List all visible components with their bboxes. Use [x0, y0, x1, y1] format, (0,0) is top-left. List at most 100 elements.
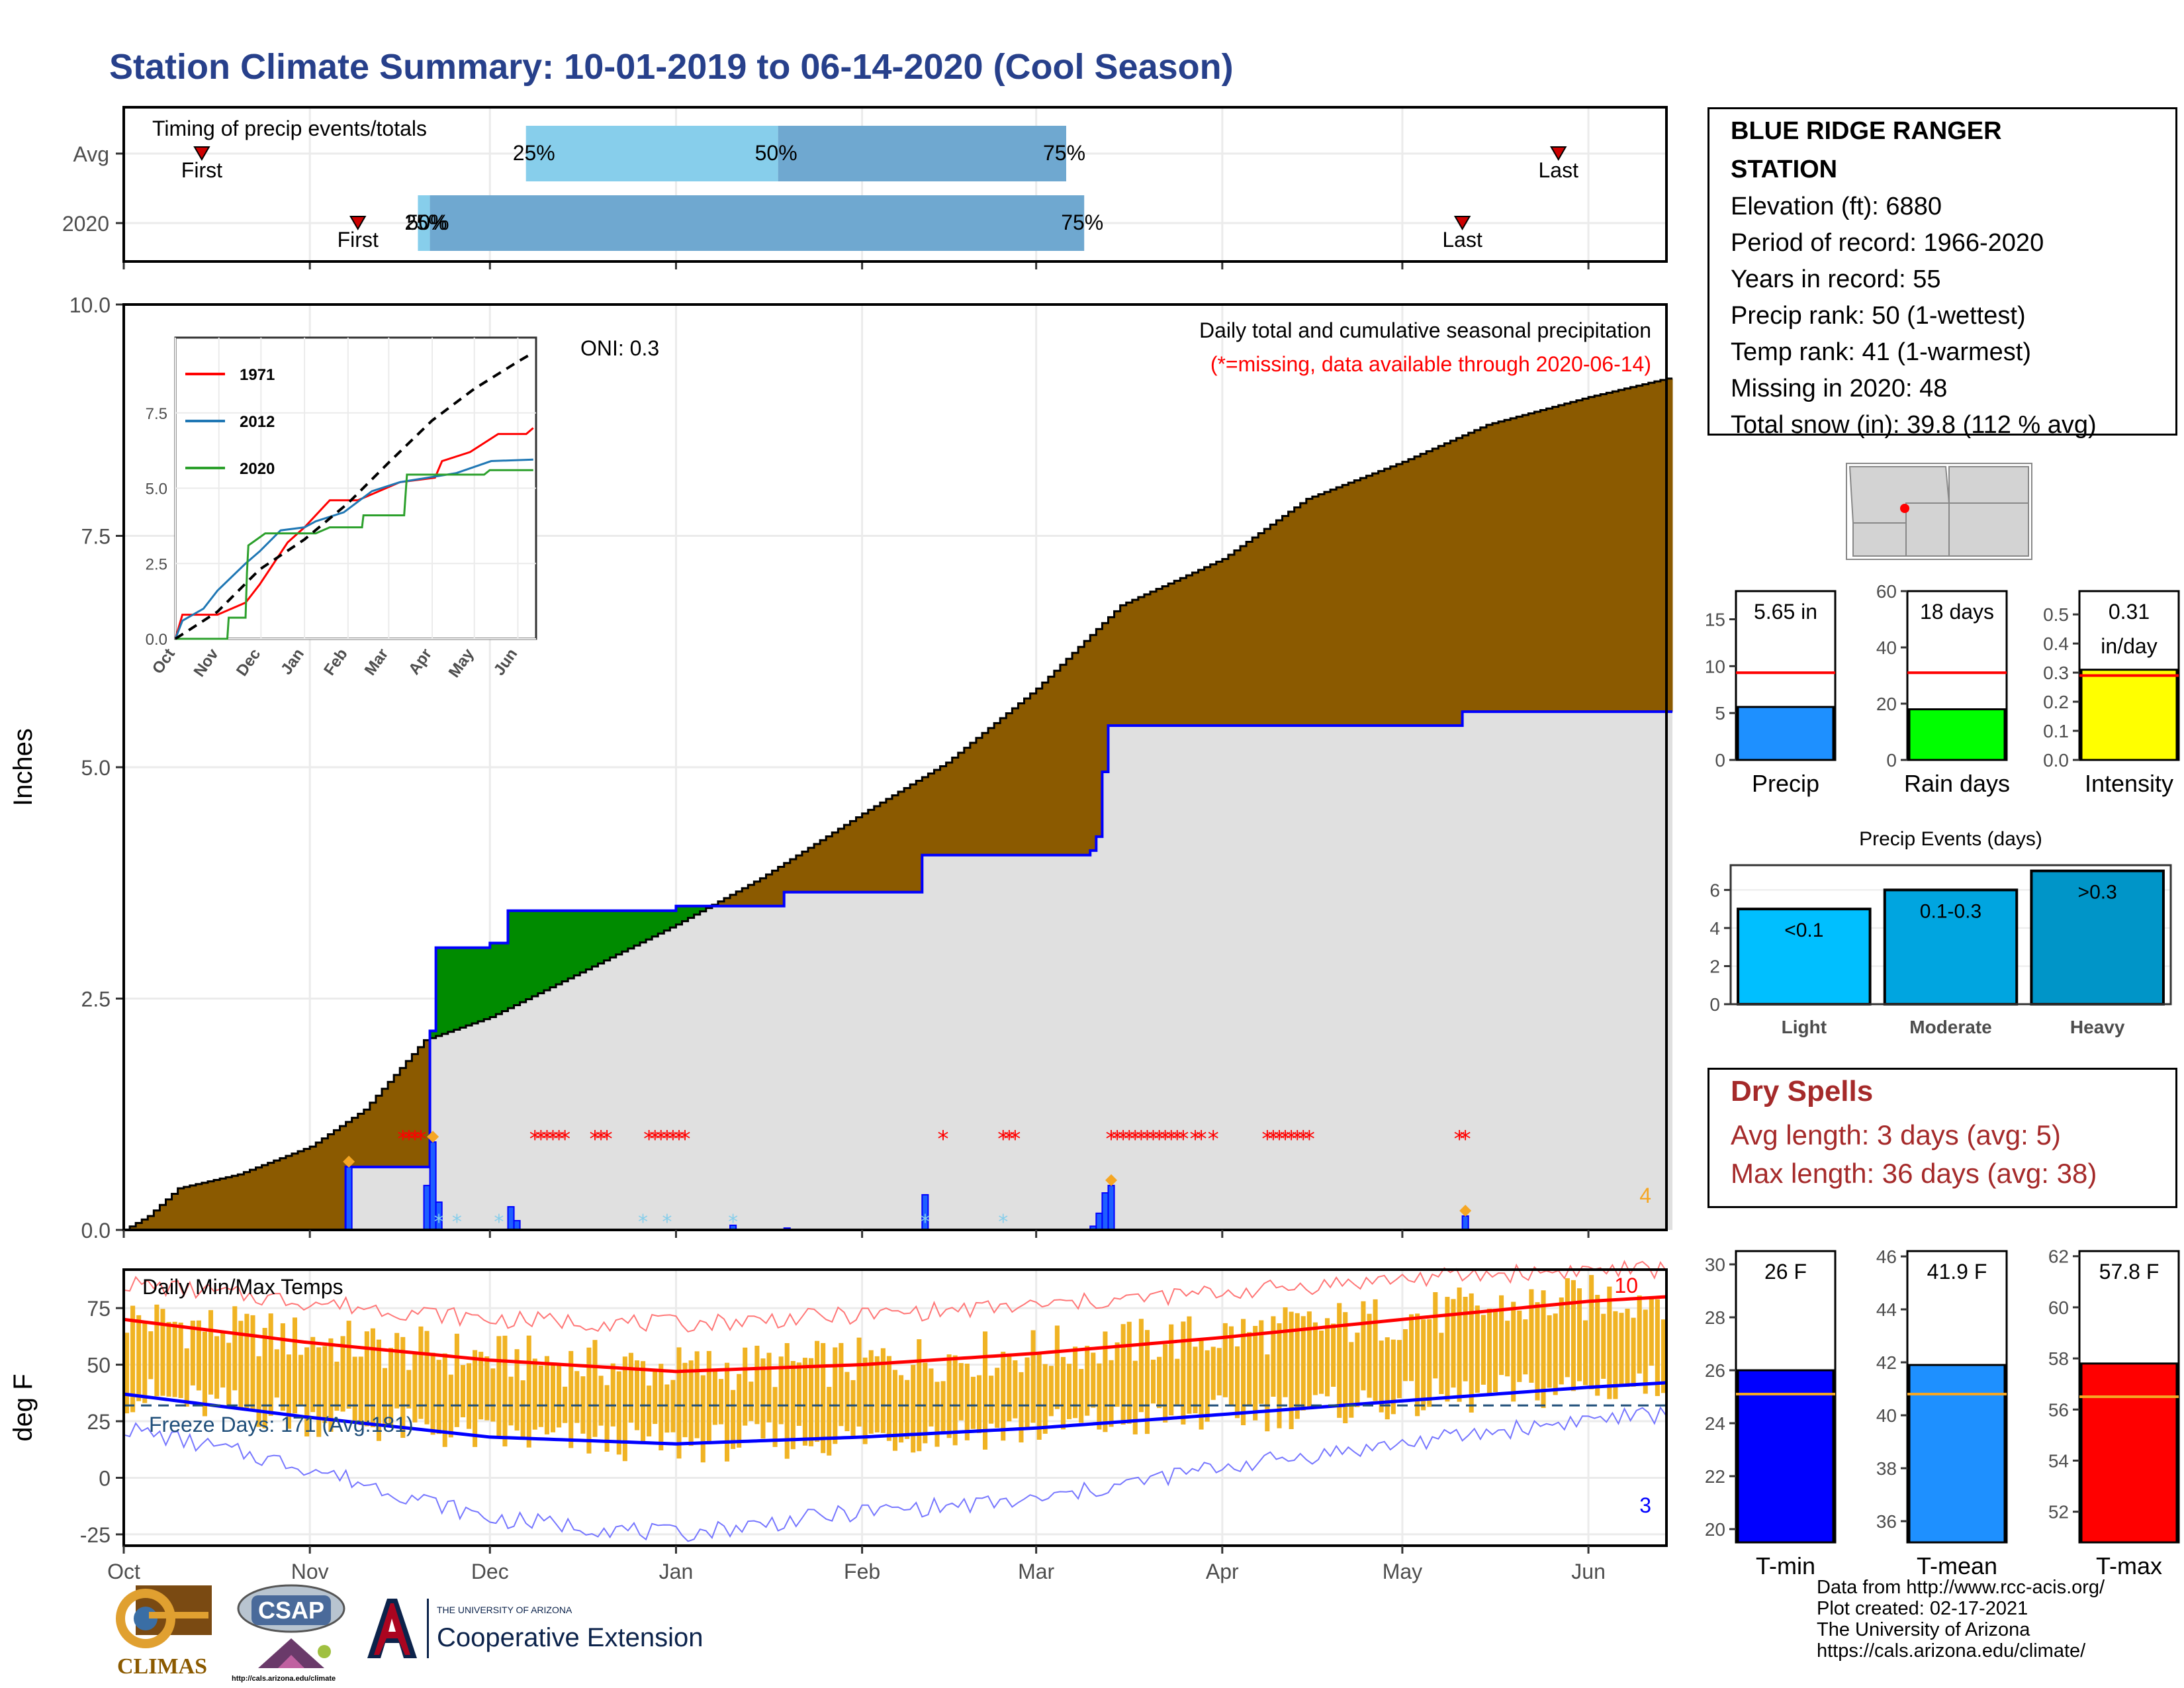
- daily-temp-range-bar: [473, 1350, 478, 1447]
- precip-summary-2-y-tick-label: 0.3: [2043, 663, 2069, 683]
- missing-data-note: (*=missing, data available through 2020-…: [1210, 352, 1651, 376]
- daily-temp-range-bar: [1361, 1301, 1366, 1391]
- daily-temp-range-bar: [1187, 1316, 1192, 1414]
- inset-y-tick-label: 7.5: [146, 405, 167, 423]
- station-name-line2: STATION: [1731, 156, 1838, 183]
- missing-data-marker: *: [1280, 1126, 1291, 1152]
- temp-summary-2-value-label: 57.8 F: [2099, 1260, 2160, 1284]
- precip-average-cumulative-line: [124, 377, 1673, 1231]
- events-title: Precip Events (days): [1859, 828, 2042, 850]
- info-elevation: Elevation (ft): 6880: [1731, 193, 1942, 220]
- daily-temp-range-bar: [1085, 1346, 1090, 1416]
- precip-panel-title: Daily total and cumulative seasonal prec…: [1199, 318, 1651, 342]
- daily-precip-bar: [423, 1184, 431, 1231]
- missing-data-marker: *: [409, 1126, 420, 1152]
- daily-temp-range-bar: [526, 1335, 531, 1448]
- csap-logo-mark: [237, 1584, 345, 1668]
- precip-summary-1-y-tick-label: 0: [1886, 750, 1897, 771]
- daily-temp-range-bar: [220, 1333, 226, 1388]
- daily-temp-range-bar: [1457, 1288, 1462, 1402]
- daily-temp-range-bar: [784, 1343, 790, 1459]
- missing-data-marker: *: [1196, 1126, 1207, 1152]
- missing-data-marker: *: [1142, 1126, 1153, 1152]
- missing-data-marker: *: [553, 1126, 565, 1152]
- daily-temp-range-bar: [1583, 1320, 1588, 1385]
- missing-data-marker: *: [596, 1126, 607, 1152]
- daily-temp-range-bar: [328, 1338, 334, 1432]
- daily-temp-range-bar: [743, 1347, 748, 1426]
- missing-data-marker: *: [535, 1126, 547, 1152]
- daily-temp-range-bar: [214, 1336, 220, 1399]
- daily-temp-range-bar: [1505, 1321, 1510, 1377]
- station-location-marker: [1900, 504, 1909, 513]
- daily-temp-range-bar: [899, 1375, 904, 1443]
- daily-temp-range-bar: [815, 1340, 820, 1442]
- daily-temp-range-bar: [202, 1331, 207, 1417]
- timing-title: Timing of precip events/totals: [152, 117, 427, 140]
- timing-label-50: 50%: [755, 141, 797, 165]
- daily-temp-range-bar: [1637, 1295, 1642, 1374]
- precip-summary-1-y-tick-label: 60: [1876, 581, 1897, 602]
- precip-deficit-area: [130, 378, 1673, 1230]
- daily-temp-range-bar: [659, 1364, 664, 1451]
- precip-events-chart: Precip Events (days) 0 2 4 6 <0.1 Light 0.1-0.3…: [1709, 828, 2172, 1037]
- daily-temp-range-bar: [1120, 1324, 1126, 1425]
- daily-temp-range-bar: [1036, 1352, 1042, 1440]
- csap-logo: CSAP http://cals.arizona.edu/climate: [232, 1582, 351, 1685]
- daily-temp-range-bar: [1318, 1331, 1324, 1394]
- daily-temp-range-bar: [154, 1304, 159, 1397]
- temp-x-tick-label: Oct: [107, 1560, 140, 1583]
- daily-temp-range-bar: [694, 1351, 700, 1438]
- daily-temp-range-bar: [1199, 1338, 1204, 1430]
- missing-data-marker: *: [649, 1126, 660, 1152]
- events-category-label: Light: [1782, 1017, 1827, 1037]
- missing-data-marker: *: [1273, 1126, 1285, 1152]
- inset-series-line: [175, 469, 533, 640]
- timing-last-label: Last: [1442, 228, 1482, 252]
- snow-marker: *: [728, 1211, 738, 1234]
- precip-y-axis-title: Inches: [9, 728, 38, 806]
- daily-temp-range-bar: [1415, 1313, 1420, 1417]
- daily-temp-range-bar: [569, 1350, 574, 1448]
- missing-data-marker: *: [1190, 1126, 1201, 1152]
- daily-temp-range-bar: [400, 1336, 406, 1438]
- daily-temp-range-bar: [1216, 1348, 1222, 1395]
- daily-temp-range-bar: [352, 1356, 357, 1424]
- average-min-line: [123, 1381, 1667, 1446]
- temp-summary-2-y-tick-label: 60: [2048, 1297, 2069, 1318]
- dry-spells-title: Dry Spells: [1731, 1075, 1874, 1107]
- precip-summary-2-bar: [2080, 669, 2178, 761]
- daily-temp-range-bar: [1066, 1364, 1072, 1419]
- snow-marker: *: [662, 1211, 672, 1234]
- daily-temp-range-bar: [172, 1321, 177, 1397]
- temp-plot-border: [122, 1268, 1668, 1547]
- info-years: Years in record: 55: [1731, 265, 1941, 293]
- daily-temp-range-bar: [1109, 1360, 1114, 1427]
- record-low-count: 3: [1639, 1493, 1651, 1517]
- temp-summary-2-y-tick-label: 62: [2048, 1246, 2069, 1267]
- daily-temp-range-bar: [1097, 1363, 1102, 1430]
- events-bar: [1883, 888, 2019, 1006]
- precip-y-tick-label: 10.0: [69, 293, 111, 317]
- daily-temp-range-bar: [856, 1337, 862, 1427]
- daily-temp-range-bar: [1337, 1303, 1342, 1418]
- events-bar-label: >0.3: [2078, 882, 2117, 904]
- daily-temp-range-bar: [1601, 1313, 1606, 1379]
- precip-summary-1-bar: [1908, 708, 2006, 761]
- daily-temp-range-bar: [310, 1336, 316, 1413]
- daily-temp-range-bar: [586, 1347, 592, 1454]
- daily-temp-range-bar: [1019, 1372, 1024, 1443]
- precip-summary-1-y-tick-label: 20: [1876, 694, 1897, 714]
- missing-data-marker: *: [673, 1126, 684, 1152]
- daily-temp-range-bar: [1408, 1314, 1414, 1382]
- daily-temp-range-bar: [712, 1370, 717, 1425]
- missing-data-marker: *: [1124, 1126, 1135, 1152]
- daily-temp-range-bar: [1030, 1330, 1036, 1423]
- daily-temp-range-bar: [1169, 1324, 1174, 1416]
- daily-temp-range-bar: [880, 1348, 886, 1433]
- daily-temp-range-bar: [940, 1381, 946, 1433]
- daily-temp-range-bar: [544, 1356, 549, 1434]
- daily-temp-range-bar: [1210, 1346, 1216, 1400]
- daily-temp-range-bar: [868, 1350, 874, 1434]
- daily-temp-range-bar: [280, 1323, 285, 1411]
